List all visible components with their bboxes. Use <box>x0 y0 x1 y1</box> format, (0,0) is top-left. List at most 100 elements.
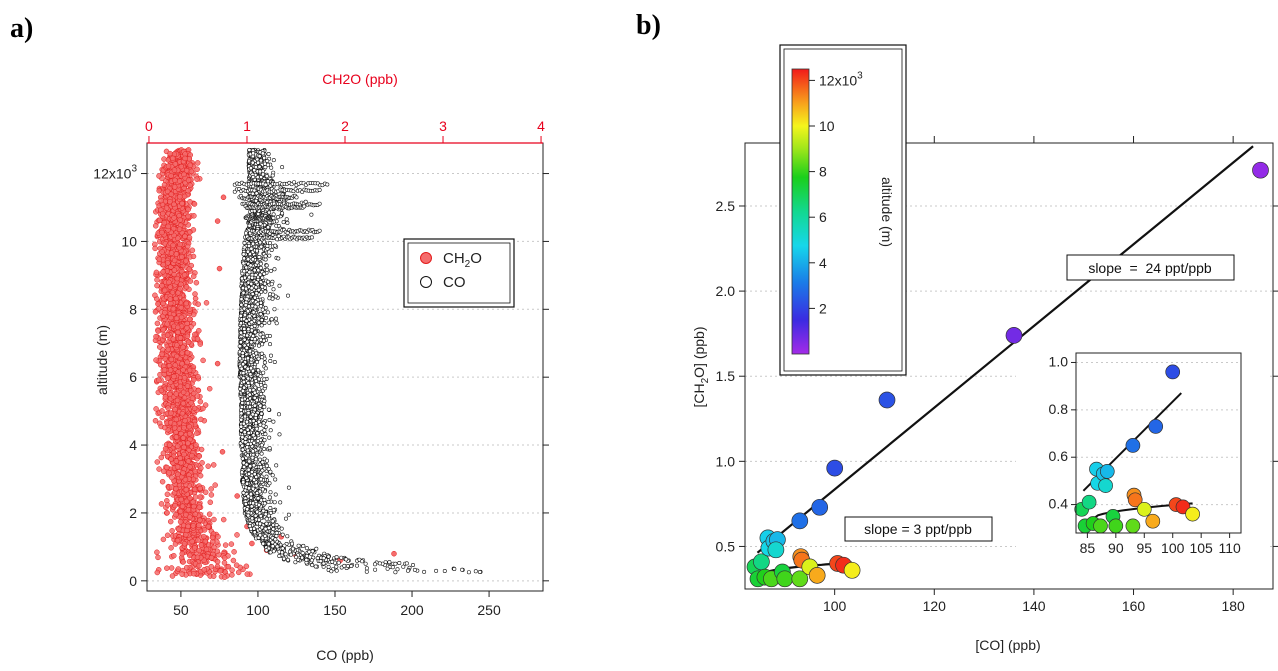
ch2o-point <box>186 430 193 437</box>
co-point <box>280 165 285 170</box>
ch2o-point <box>205 524 212 530</box>
co-point <box>269 248 274 253</box>
ch2o-point <box>177 383 184 390</box>
ch2o-point <box>202 489 209 496</box>
ch2o-point <box>173 391 180 397</box>
ch2o-point <box>190 476 197 483</box>
ch2o-point <box>178 304 185 311</box>
ch2o-point <box>185 440 191 446</box>
ch2o-point <box>175 329 181 336</box>
co-point <box>261 541 266 546</box>
ch2o-point <box>153 406 159 412</box>
ch2o-point <box>190 376 197 383</box>
ch2o-point <box>196 504 203 511</box>
co-point <box>277 432 282 437</box>
ch2o-point <box>182 155 188 162</box>
ch2o-point <box>185 187 191 194</box>
co-point <box>251 310 256 315</box>
ch2o-point <box>158 197 164 204</box>
ch2o-point <box>195 373 201 380</box>
ch2o-point <box>180 344 186 351</box>
ch2o-point <box>165 163 172 169</box>
co-point <box>272 500 277 505</box>
ch2o-point <box>168 565 175 571</box>
panel-b-label: b) <box>636 10 661 41</box>
ch2o-point <box>206 385 213 392</box>
ch2o-point <box>170 225 177 232</box>
ch2o-point <box>166 385 172 392</box>
ch2o-point <box>197 517 203 523</box>
ch2o-point <box>154 569 161 576</box>
co-point <box>270 292 275 297</box>
ch2o-point <box>185 507 192 513</box>
ch2o-point <box>195 387 202 394</box>
ch2o-point <box>185 206 191 213</box>
ch2o-point <box>171 215 177 221</box>
ch2o-point <box>157 217 163 224</box>
co-point <box>241 261 246 266</box>
ch2o-point <box>194 160 201 166</box>
ch2o-outlier-point <box>220 194 227 201</box>
ch2o-point <box>179 350 185 356</box>
ch2o-point <box>184 383 191 389</box>
co-point <box>466 570 471 575</box>
ch2o-point <box>156 173 162 179</box>
co-point <box>267 320 272 325</box>
ch2o-point <box>172 161 179 167</box>
co-point <box>296 543 301 548</box>
ch2o-point <box>191 570 197 577</box>
ch2o-point <box>174 342 180 348</box>
co-point <box>268 358 273 363</box>
ch2o-point <box>182 476 189 483</box>
co-point <box>263 289 268 294</box>
ch2o-point <box>171 267 178 273</box>
ch2o-point <box>184 243 191 250</box>
co-point <box>273 492 278 497</box>
ch2o-point <box>177 193 183 200</box>
ch2o-point <box>187 199 193 205</box>
ch2o-point <box>154 459 161 465</box>
ch2o-outlier-point <box>249 540 255 547</box>
ch2o-point <box>176 178 183 184</box>
co-point <box>265 244 270 249</box>
co-point <box>270 173 275 178</box>
ch2o-point <box>187 278 194 284</box>
ch2o-point <box>185 213 191 220</box>
co-point <box>267 253 272 258</box>
ch2o-point <box>221 574 228 580</box>
ch2o-point <box>195 301 201 307</box>
ch2o-point <box>194 336 201 342</box>
ch2o-point <box>152 245 158 252</box>
ch2o-point <box>220 516 227 523</box>
co-point <box>410 562 415 567</box>
ch2o-point <box>169 573 176 579</box>
ch2o-point <box>192 291 198 297</box>
co-point <box>258 312 263 317</box>
co-point <box>281 556 286 561</box>
co-point <box>262 377 267 382</box>
ch2o-point <box>165 223 171 230</box>
co-point <box>246 486 251 491</box>
ch2o-point <box>158 501 165 507</box>
ch2o-point <box>154 282 160 289</box>
co-point <box>393 561 398 566</box>
ch2o-point <box>193 279 200 286</box>
ch2o-point <box>165 405 171 411</box>
co-point <box>364 566 369 571</box>
ch2o-point <box>199 460 205 466</box>
co-point <box>262 281 267 286</box>
ch2o-point <box>191 213 197 219</box>
co-point <box>263 257 268 262</box>
ch2o-point <box>178 430 184 437</box>
ch2o-point <box>197 341 204 347</box>
ch2o-point <box>162 309 168 316</box>
co-point <box>262 320 267 325</box>
ch2o-point <box>171 552 177 559</box>
ch2o-point <box>187 162 194 169</box>
ch2o-point <box>185 523 191 530</box>
co-point <box>264 174 269 179</box>
co-point <box>263 432 268 437</box>
co-point <box>254 291 259 296</box>
co-point <box>285 557 290 562</box>
ch2o-point <box>205 463 211 469</box>
